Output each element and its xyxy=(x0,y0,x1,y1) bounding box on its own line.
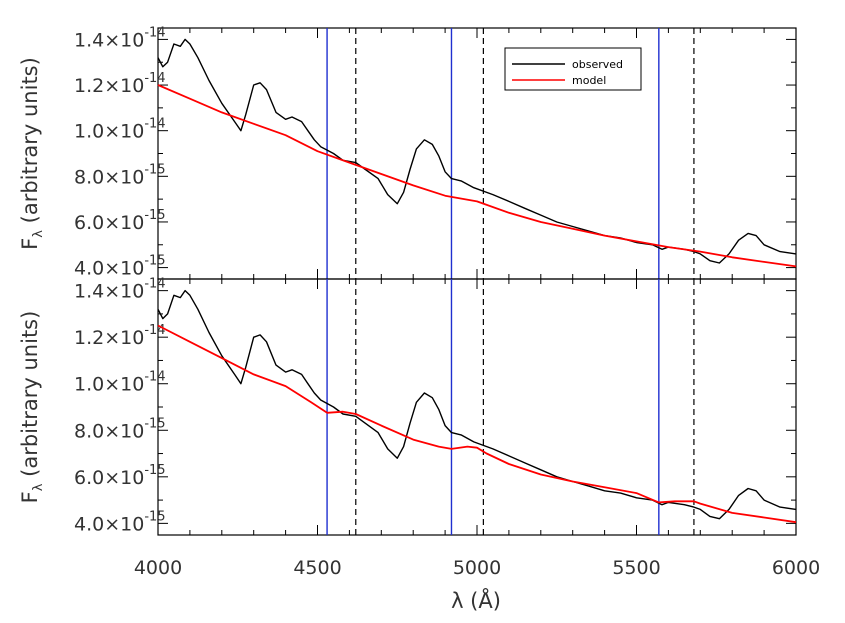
y-tick-label: 8.0×10-15 xyxy=(74,416,166,442)
series-observed-line xyxy=(157,289,797,520)
y-tick-label: 1.0×10-14 xyxy=(74,370,166,396)
chart-panels: 4.0×10-15 6.0×10-15 8.0×10-15 1.0×10-14 1.2×… xyxy=(18,25,820,579)
panel-2: 4.0×10-15 6.0×10-15 8.0×10-15 1.0×10-14 1.2×… xyxy=(18,277,797,536)
y-tick-label: 1.2×10-14 xyxy=(74,71,166,97)
y-tick-label: 8.0×10-15 xyxy=(74,162,166,188)
x-tick-label: 5000 xyxy=(453,557,501,579)
plot-frame xyxy=(157,27,797,280)
y-axis-title: Fλ (arbitrary units) xyxy=(18,311,46,504)
x-axis-title: λ (Å) xyxy=(451,587,501,613)
y-axis-title: Fλ (arbitrary units) xyxy=(18,57,46,250)
x-tick-label: 6000 xyxy=(772,557,820,579)
y-tick-label: 1.0×10-14 xyxy=(74,117,166,143)
series-model-line xyxy=(157,84,797,268)
legend-label-model: model xyxy=(572,74,606,87)
series-model-line xyxy=(157,324,797,524)
plot-frame xyxy=(157,278,797,536)
legend-box xyxy=(504,47,642,91)
y-tick-label: 4.0×10-15 xyxy=(74,254,166,280)
series-observed-line xyxy=(157,38,797,264)
legend-label-observed: observed xyxy=(572,58,623,71)
y-tick-label: 1.4×10-14 xyxy=(74,277,166,303)
x-tick-label: 4500 xyxy=(293,557,341,579)
y-tick-label: 1.4×10-14 xyxy=(74,25,166,51)
y-tick-label: 6.0×10-15 xyxy=(74,208,166,234)
x-tick-label: 4000 xyxy=(134,557,182,579)
y-tick-label: 1.2×10-14 xyxy=(74,323,166,349)
x-tick-label: 5500 xyxy=(612,557,660,579)
y-tick-label: 6.0×10-15 xyxy=(74,463,166,489)
legend: observed model xyxy=(504,47,642,91)
y-tick-label: 4.0×10-15 xyxy=(74,509,166,535)
panel-1: 4.0×10-15 6.0×10-15 8.0×10-15 1.0×10-14 1.2×… xyxy=(18,25,797,280)
